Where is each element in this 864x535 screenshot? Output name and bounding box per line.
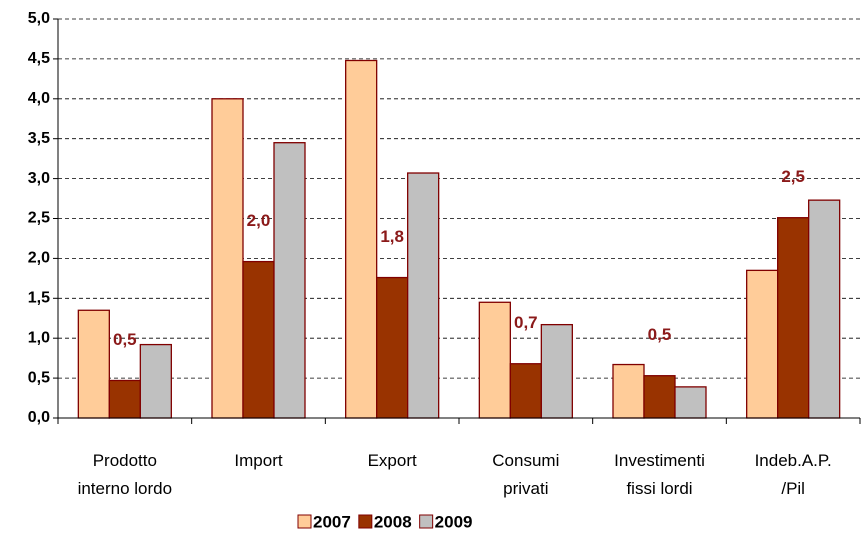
bar bbox=[777, 217, 810, 419]
bar bbox=[139, 343, 172, 419]
bar bbox=[746, 269, 779, 419]
bar bbox=[478, 301, 511, 419]
legend-label: 2009 bbox=[435, 512, 473, 531]
value-label: 0,5 bbox=[113, 330, 137, 349]
x-tick-label: Consumi privati bbox=[492, 451, 559, 498]
y-tick-label: 3,5 bbox=[28, 130, 50, 147]
value-label: 1,8 bbox=[380, 227, 404, 246]
y-tick-label: 4,0 bbox=[28, 90, 50, 107]
y-tick-label: 2,5 bbox=[28, 210, 50, 227]
y-tick-label: 1,0 bbox=[28, 329, 50, 346]
legend-swatch bbox=[358, 514, 373, 529]
legend-swatch bbox=[419, 514, 434, 529]
value-label: 0,7 bbox=[514, 313, 538, 332]
x-tick-label: Export bbox=[368, 451, 417, 470]
bar bbox=[808, 199, 841, 419]
bar bbox=[376, 276, 409, 419]
x-tick-label: Investimenti fissi lordi bbox=[614, 451, 705, 498]
y-tick-label: 1,5 bbox=[28, 290, 50, 307]
bar bbox=[407, 172, 440, 419]
bar bbox=[612, 363, 645, 419]
y-tick-label: 3,0 bbox=[28, 170, 50, 187]
bar bbox=[108, 379, 141, 419]
bar bbox=[345, 59, 378, 419]
bar bbox=[273, 142, 306, 419]
legend-label: 2008 bbox=[374, 512, 412, 531]
bar bbox=[674, 386, 707, 419]
y-tick-label: 5,0 bbox=[28, 10, 50, 27]
bar bbox=[643, 375, 676, 419]
y-tick-label: 0,5 bbox=[28, 369, 50, 386]
bar bbox=[509, 363, 542, 419]
value-label: 2,0 bbox=[247, 211, 271, 230]
value-label: 2,5 bbox=[781, 167, 805, 186]
legend-label: 2007 bbox=[313, 512, 351, 531]
value-label: 0,5 bbox=[648, 325, 672, 344]
bar bbox=[77, 309, 110, 419]
x-tick-label: Prodotto interno lordo bbox=[78, 451, 173, 498]
bar bbox=[242, 260, 275, 419]
y-tick-label: 0,0 bbox=[28, 409, 50, 426]
y-tick-label: 2,0 bbox=[28, 250, 50, 267]
y-tick-label: 4,5 bbox=[28, 50, 50, 67]
x-tick-label: Indeb.A.P./Pil bbox=[755, 451, 832, 498]
bar bbox=[211, 98, 244, 419]
x-tick-label: Import bbox=[234, 451, 282, 470]
bar bbox=[540, 323, 573, 419]
legend-swatch bbox=[297, 514, 312, 529]
